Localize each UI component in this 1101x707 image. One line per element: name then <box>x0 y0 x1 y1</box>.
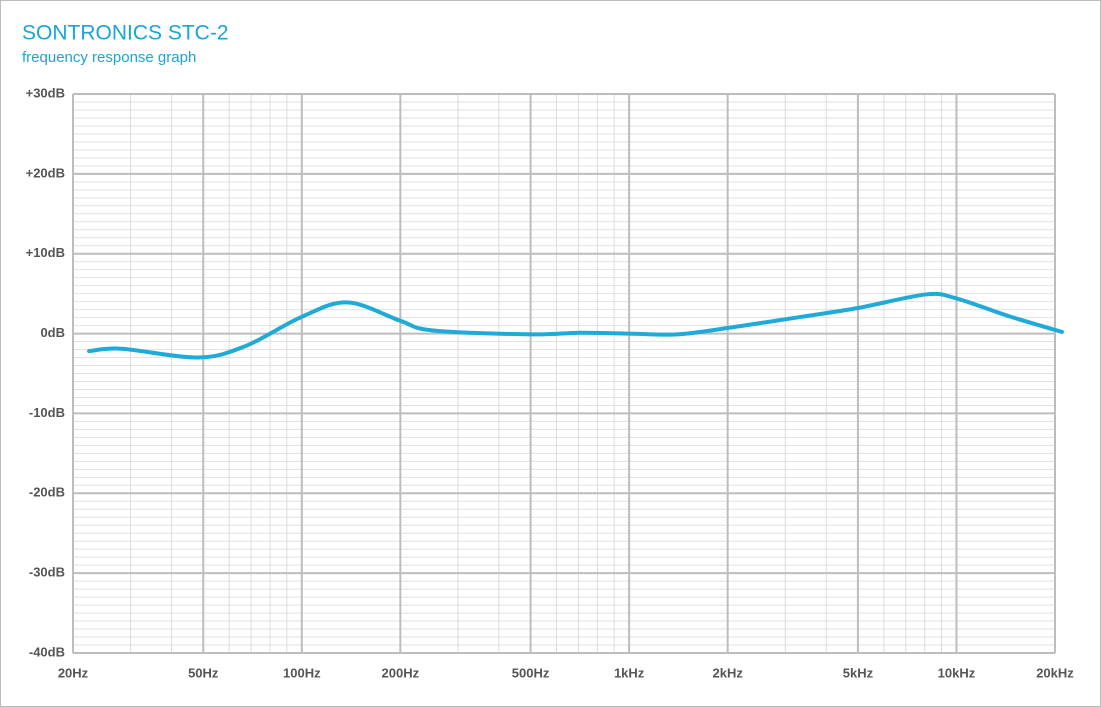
y-tick-label: +20dB <box>26 165 65 180</box>
x-tick-label: 1kHz <box>614 665 645 680</box>
x-tick-label: 100Hz <box>283 665 321 680</box>
x-tick-label: 50Hz <box>188 665 219 680</box>
y-tick-label: -20dB <box>29 485 65 500</box>
chart-subtitle: frequency response graph <box>22 49 196 66</box>
grid <box>72 93 1056 654</box>
response-line <box>87 291 1064 360</box>
chart-title: SONTRONICS STC-2 <box>22 22 229 45</box>
y-tick-label: -10dB <box>29 405 65 420</box>
x-tick-label: 5kHz <box>843 665 874 680</box>
x-tick-label: 20kHz <box>1036 665 1074 680</box>
y-tick-label: +10dB <box>26 245 65 260</box>
y-tick-label: -40dB <box>29 644 65 659</box>
y-tick-label: +30dB <box>26 85 65 100</box>
y-tick-label: 0dB <box>40 325 65 340</box>
x-tick-label: 20Hz <box>58 665 89 680</box>
x-tick-label: 500Hz <box>512 665 550 680</box>
x-tick-label: 2kHz <box>712 665 743 680</box>
x-tick-label: 200Hz <box>382 665 420 680</box>
y-tick-label: -30dB <box>29 565 65 580</box>
x-tick-label: 10kHz <box>938 665 976 680</box>
